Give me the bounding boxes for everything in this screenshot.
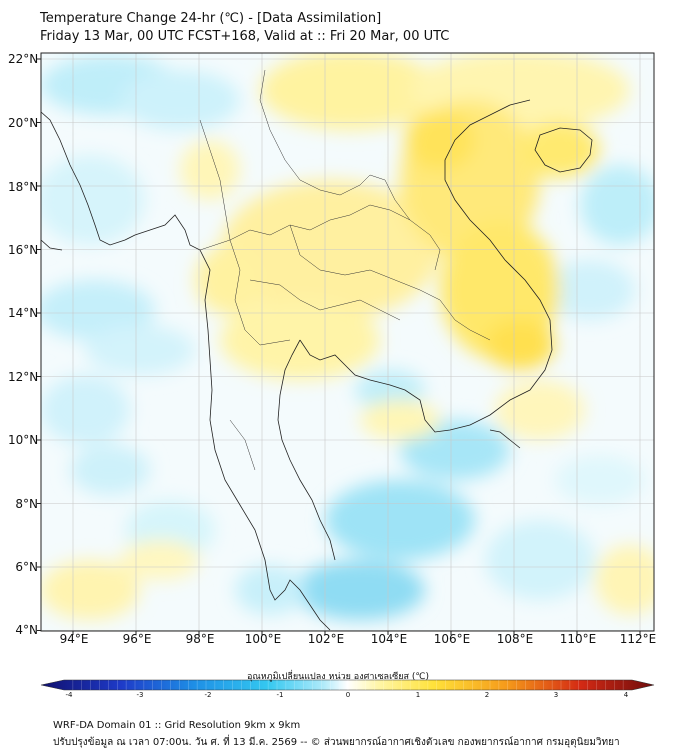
colorbar-bar (40, 679, 655, 691)
colorbar-tick: 1 (415, 691, 421, 699)
colorbar-tick: -2 (204, 691, 212, 699)
colorbar-tick: 0 (345, 691, 351, 699)
colorbar-tick: 2 (484, 691, 490, 699)
footer-model-info: WRF-DA Domain 01 :: Grid Resolution 9km … (53, 720, 301, 731)
lat-label: 14°N (8, 306, 39, 320)
colorbar-tick: -3 (136, 691, 144, 699)
lon-label: 112°E (619, 632, 657, 646)
graticule (41, 53, 654, 631)
colorbar-tick: 4 (623, 691, 629, 699)
lat-label: 22°N (8, 52, 39, 66)
lat-label: 18°N (8, 180, 39, 194)
lat-label: 10°N (8, 433, 39, 447)
temperature-field (41, 53, 654, 631)
colorbar-tick: -1 (276, 691, 284, 699)
lon-label: 100°E (244, 632, 282, 646)
colorbar-title: อุณหภูมิเปลี่ยนแปลง หน่วย องศาเซลเซียส (… (246, 672, 430, 682)
lon-label: 98°E (185, 632, 215, 646)
map-frame (40, 52, 655, 632)
colorbar (40, 679, 655, 691)
lon-label: 108°E (496, 632, 534, 646)
colorbar-tick: 3 (553, 691, 559, 699)
lon-label: 102°E (307, 632, 345, 646)
map-title: Temperature Change 24-hr (℃) - [Data Ass… (40, 11, 382, 26)
lat-label: 6°N (15, 560, 38, 574)
lon-label: 106°E (433, 632, 471, 646)
lat-label: 20°N (8, 116, 39, 130)
admin-borders (199, 69, 491, 471)
lat-label: 4°N (15, 623, 38, 637)
lat-label: 8°N (15, 497, 38, 511)
lat-label: 16°N (8, 243, 39, 257)
colorbar-tick: -4 (65, 691, 73, 699)
lon-label: 110°E (559, 632, 597, 646)
coastlines (41, 99, 593, 631)
map-subtitle: Friday 13 Mar, 00 UTC FCST+168, Valid at… (40, 29, 450, 44)
lon-label: 104°E (370, 632, 408, 646)
lon-label: 94°E (59, 632, 89, 646)
lat-label: 12°N (8, 370, 39, 384)
lon-label: 96°E (122, 632, 152, 646)
footer-credit: ปรับปรุงข้อมูล ณ เวลา 07:00น. วัน ศ. ที่… (53, 737, 620, 748)
